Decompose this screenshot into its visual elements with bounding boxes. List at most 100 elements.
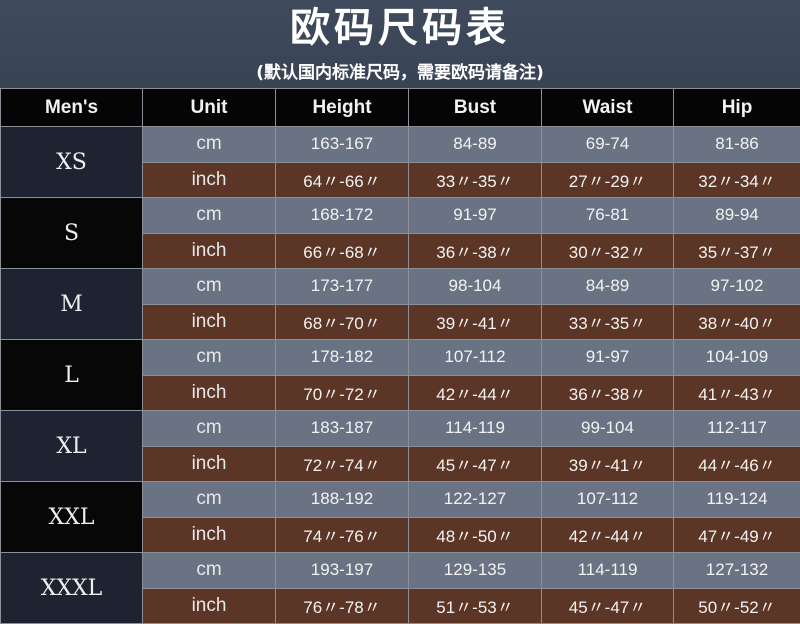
unit-label: inch bbox=[142, 232, 276, 269]
table-row-xxxl-cm: XXXL cm 193-197 129-135 114-119 127-132 bbox=[0, 552, 800, 624]
hip-cell: 97-102 bbox=[673, 268, 800, 305]
unit-label: cm bbox=[142, 126, 276, 163]
table-row-l-inch: inch 70〃-72〃 42〃-44〃 36〃-38〃 41〃-43〃 bbox=[1, 374, 800, 411]
column-header-mens: Men's bbox=[0, 88, 143, 127]
waist-cell: 45〃-47〃 bbox=[541, 587, 674, 624]
height-cell: 68〃-70〃 bbox=[275, 303, 409, 340]
hip-cell: 50〃-52〃 bbox=[673, 587, 800, 624]
height-cell: 66〃-68〃 bbox=[275, 232, 409, 269]
height-cell: 70〃-72〃 bbox=[275, 374, 409, 411]
hip-cell: 81-86 bbox=[673, 126, 800, 163]
bust-cell: 45〃-47〃 bbox=[408, 445, 542, 482]
waist-cell: 76-81 bbox=[541, 197, 674, 234]
table-row-xxxl-inch: inch 76〃-78〃 51〃-53〃 45〃-47〃 50〃-52〃 bbox=[1, 587, 800, 624]
hip-cell: 119-124 bbox=[673, 481, 800, 518]
waist-cell: 91-97 bbox=[541, 339, 674, 376]
hip-cell: 32〃-34〃 bbox=[673, 161, 800, 198]
height-cell: 168-172 bbox=[275, 197, 409, 234]
unit-label: inch bbox=[142, 445, 276, 482]
size-chart-table: Men's Unit Height Bust Waist Hip XS cm 163… bbox=[0, 88, 800, 624]
unit-label: inch bbox=[142, 303, 276, 340]
page-subtitle: (默认国内标准尺码，需要欧码请备注) bbox=[256, 63, 544, 83]
hip-cell: 38〃-40〃 bbox=[673, 303, 800, 340]
waist-cell: 27〃-29〃 bbox=[541, 161, 674, 198]
unit-label: cm bbox=[142, 197, 276, 234]
column-header-bust: Bust bbox=[408, 88, 542, 127]
hip-cell: 44〃-46〃 bbox=[673, 445, 800, 482]
height-cell: 178-182 bbox=[275, 339, 409, 376]
unit-label: inch bbox=[142, 161, 276, 198]
column-header-height: Height bbox=[275, 88, 409, 127]
bust-cell: 122-127 bbox=[408, 481, 542, 518]
size-label: XS bbox=[0, 126, 143, 198]
hip-cell: 104-109 bbox=[673, 339, 800, 376]
hip-cell: 112-117 bbox=[673, 410, 800, 447]
waist-cell: 107-112 bbox=[541, 481, 674, 518]
column-header-waist: Waist bbox=[541, 88, 674, 127]
waist-cell: 30〃-32〃 bbox=[541, 232, 674, 269]
waist-cell: 84-89 bbox=[541, 268, 674, 305]
table-row-s-inch: inch 66〃-68〃 36〃-38〃 30〃-32〃 35〃-37〃 bbox=[1, 232, 800, 269]
table-row-m-inch: inch 68〃-70〃 39〃-41〃 33〃-35〃 38〃-40〃 bbox=[1, 303, 800, 340]
unit-label: inch bbox=[142, 587, 276, 624]
table-body: XS cm 163-167 84-89 69-74 81-86 inch 64〃-66〃 33〃… bbox=[0, 126, 800, 624]
hip-cell: 41〃-43〃 bbox=[673, 374, 800, 411]
unit-label: cm bbox=[142, 410, 276, 447]
column-header-hip: Hip bbox=[673, 88, 800, 127]
height-cell: 173-177 bbox=[275, 268, 409, 305]
title-banner: 欧码尺码表 (默认国内标准尺码，需要欧码请备注) bbox=[0, 0, 800, 88]
bust-cell: 129-135 bbox=[408, 552, 542, 589]
column-header-unit: Unit bbox=[142, 88, 276, 127]
bust-cell: 48〃-50〃 bbox=[408, 516, 542, 553]
unit-label: cm bbox=[142, 481, 276, 518]
bust-cell: 36〃-38〃 bbox=[408, 232, 542, 269]
height-cell: 193-197 bbox=[275, 552, 409, 589]
bust-cell: 84-89 bbox=[408, 126, 542, 163]
bust-cell: 114-119 bbox=[408, 410, 542, 447]
page-title: 欧码尺码表 bbox=[290, 5, 510, 51]
table-row-xs-cm: XS cm 163-167 84-89 69-74 81-86 bbox=[0, 126, 800, 198]
size-label: XXXL bbox=[0, 552, 143, 624]
bust-cell: 51〃-53〃 bbox=[408, 587, 542, 624]
unit-label: cm bbox=[142, 552, 276, 589]
bust-cell: 98-104 bbox=[408, 268, 542, 305]
bust-cell: 39〃-41〃 bbox=[408, 303, 542, 340]
table-header-row: Men's Unit Height Bust Waist Hip bbox=[0, 88, 800, 127]
hip-cell: 127-132 bbox=[673, 552, 800, 589]
table-row-xxl-inch: inch 74〃-76〃 48〃-50〃 42〃-44〃 47〃-49〃 bbox=[1, 516, 800, 553]
waist-cell: 114-119 bbox=[541, 552, 674, 589]
height-cell: 72〃-74〃 bbox=[275, 445, 409, 482]
size-label: XXL bbox=[0, 481, 143, 553]
bust-cell: 33〃-35〃 bbox=[408, 161, 542, 198]
size-label: M bbox=[0, 268, 143, 340]
height-cell: 188-192 bbox=[275, 481, 409, 518]
waist-cell: 39〃-41〃 bbox=[541, 445, 674, 482]
height-cell: 74〃-76〃 bbox=[275, 516, 409, 553]
waist-cell: 42〃-44〃 bbox=[541, 516, 674, 553]
hip-cell: 47〃-49〃 bbox=[673, 516, 800, 553]
unit-label: inch bbox=[142, 374, 276, 411]
unit-label: inch bbox=[142, 516, 276, 553]
table-row-xl-inch: inch 72〃-74〃 45〃-47〃 39〃-41〃 44〃-46〃 bbox=[1, 445, 800, 482]
hip-cell: 89-94 bbox=[673, 197, 800, 234]
bust-cell: 42〃-44〃 bbox=[408, 374, 542, 411]
table-row-xl-cm: XL cm 183-187 114-119 99-104 112-117 bbox=[0, 410, 800, 482]
bust-cell: 91-97 bbox=[408, 197, 542, 234]
height-cell: 183-187 bbox=[275, 410, 409, 447]
bust-cell: 107-112 bbox=[408, 339, 542, 376]
hip-cell: 35〃-37〃 bbox=[673, 232, 800, 269]
waist-cell: 99-104 bbox=[541, 410, 674, 447]
waist-cell: 36〃-38〃 bbox=[541, 374, 674, 411]
height-cell: 76〃-78〃 bbox=[275, 587, 409, 624]
size-label: L bbox=[0, 339, 143, 411]
waist-cell: 33〃-35〃 bbox=[541, 303, 674, 340]
unit-label: cm bbox=[142, 268, 276, 305]
waist-cell: 69-74 bbox=[541, 126, 674, 163]
table-row-xs-inch: inch 64〃-66〃 33〃-35〃 27〃-29〃 32〃-34〃 bbox=[1, 161, 800, 198]
unit-label: cm bbox=[142, 339, 276, 376]
table-row-xxl-cm: XXL cm 188-192 122-127 107-112 119-124 bbox=[0, 481, 800, 553]
height-cell: 163-167 bbox=[275, 126, 409, 163]
